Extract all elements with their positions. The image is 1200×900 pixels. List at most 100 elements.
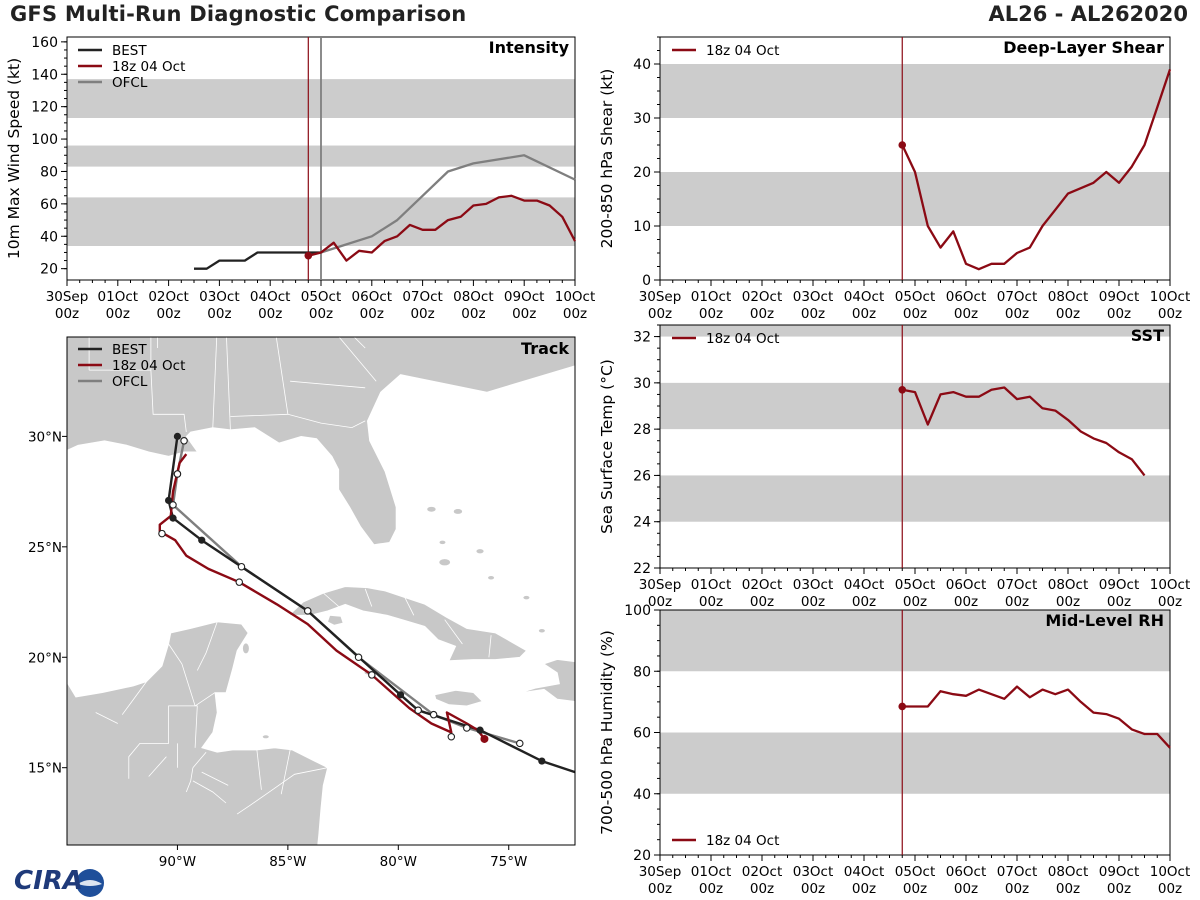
y-tick-label: 60 xyxy=(40,197,58,213)
panel-title: Deep-Layer Shear xyxy=(1003,38,1164,57)
province-border xyxy=(95,712,118,724)
x-tick-label: 06Oct xyxy=(946,864,987,880)
y-tick-label: 26 xyxy=(633,468,651,484)
x-tick-label: 00z xyxy=(954,594,978,610)
legend-label: 18z 04 Oct xyxy=(112,358,185,374)
x-tick-label: 00z xyxy=(750,306,774,322)
cira-logo-graphic xyxy=(76,869,104,897)
threshold-band xyxy=(660,732,1170,794)
x-tick-label: 00z xyxy=(1056,881,1080,897)
cira-logo-text: CIRA xyxy=(14,866,83,896)
x-tick-label: 00z xyxy=(563,306,587,322)
legend-label: OFCL xyxy=(112,75,148,91)
province-border xyxy=(196,621,218,671)
x-tick-label: 00z xyxy=(258,306,282,322)
panel-title: Intensity xyxy=(489,38,570,57)
bahamas-island xyxy=(476,549,484,554)
lat-tick-label: 30°N xyxy=(28,429,62,445)
x-tick-label: 03Oct xyxy=(793,577,834,593)
x-tick-label: 02Oct xyxy=(148,289,189,305)
legend-label: BEST xyxy=(112,43,147,59)
bahamas-island xyxy=(488,575,495,580)
ofcl-forecast-point xyxy=(169,501,177,509)
y-tick-label: 20 xyxy=(633,165,651,181)
x-tick-label: 02Oct xyxy=(742,289,783,305)
isla-juventud xyxy=(327,614,344,626)
x-tick-label: 02Oct xyxy=(742,577,783,593)
series-line-ofcl xyxy=(320,154,576,254)
x-tick-label: 10Oct xyxy=(555,289,596,305)
state-border xyxy=(226,337,231,430)
y-tick-label: 28 xyxy=(633,422,651,438)
province-border xyxy=(320,590,339,607)
x-tick-label: 00z xyxy=(309,306,333,322)
province-border xyxy=(168,643,196,707)
lon-tick-label: 90°W xyxy=(159,854,196,870)
province-border xyxy=(256,749,262,790)
x-tick-label: 01Oct xyxy=(98,289,139,305)
x-tick-label: 01Oct xyxy=(691,289,732,305)
province-border xyxy=(444,619,463,645)
y-tick-label: 20 xyxy=(40,262,58,278)
province-border xyxy=(404,597,415,616)
y-tick-label: 120 xyxy=(31,100,58,116)
y-axis-label: 10m Max Wind Speed (kt) xyxy=(5,58,23,259)
x-tick-label: 01Oct xyxy=(691,864,732,880)
x-tick-label: 07Oct xyxy=(997,289,1038,305)
cozumel-island xyxy=(242,643,249,654)
x-tick-label: 09Oct xyxy=(1099,864,1140,880)
map-tracks xyxy=(158,432,575,774)
x-tick-label: 00z xyxy=(360,306,384,322)
x-tick-label: 00z xyxy=(461,306,485,322)
x-tick-label: 00z xyxy=(750,594,774,610)
state-border xyxy=(89,369,187,433)
y-tick-label: 40 xyxy=(633,57,651,73)
province-border xyxy=(201,771,229,786)
country-border xyxy=(192,780,227,804)
x-tick-label: 00z xyxy=(903,594,927,610)
x-tick-label: 00z xyxy=(699,881,723,897)
forecast-point xyxy=(173,470,182,478)
x-tick-label: 00z xyxy=(954,306,978,322)
y-tick-label: 40 xyxy=(633,787,651,803)
y-tick-label: 0 xyxy=(642,273,651,289)
x-tick-label: 00z xyxy=(1005,881,1029,897)
best-track-point xyxy=(173,432,182,440)
best-track-point xyxy=(396,691,405,699)
x-tick-label: 00z xyxy=(648,881,672,897)
y-axis-label: 700-500 hPa Humidity (%) xyxy=(598,630,616,835)
state-border xyxy=(338,337,377,382)
x-tick-label: 00z xyxy=(852,306,876,322)
y-tick-label: 24 xyxy=(633,515,651,531)
panel-title: Mid-Level RH xyxy=(1045,611,1164,630)
bahamas-island xyxy=(538,629,545,633)
x-tick-label: 00z xyxy=(1158,881,1182,897)
country-border xyxy=(236,767,328,815)
x-tick-label: 00z xyxy=(207,306,231,322)
ofcl-forecast-point xyxy=(354,653,363,662)
x-tick-label: 00z xyxy=(903,306,927,322)
x-tick-label: 00z xyxy=(410,306,434,322)
forecast-point xyxy=(368,671,376,679)
y-tick-label: 22 xyxy=(633,561,651,577)
bahamas-island xyxy=(453,509,463,514)
ofcl-forecast-point xyxy=(463,724,471,732)
x-tick-label: 08Oct xyxy=(453,289,494,305)
best-track-point xyxy=(169,514,177,522)
y-tick-label: 30 xyxy=(633,111,651,127)
province-border xyxy=(488,635,492,658)
country-border xyxy=(194,692,216,707)
init-point xyxy=(898,386,907,394)
y-tick-label: 100 xyxy=(624,603,651,619)
state-border xyxy=(275,337,289,415)
x-tick-label: 05Oct xyxy=(895,577,936,593)
state-border xyxy=(212,337,218,428)
x-tick-label: 07Oct xyxy=(997,577,1038,593)
y-tick-label: 80 xyxy=(40,164,58,180)
storm-id: AL26 - AL262020 xyxy=(988,2,1189,26)
lon-tick-label: 85°W xyxy=(269,854,306,870)
legend-label: OFCL xyxy=(112,374,148,390)
x-tick-label: 00z xyxy=(106,306,130,322)
best-track-point xyxy=(538,757,546,765)
x-tick-label: 00z xyxy=(1107,881,1131,897)
